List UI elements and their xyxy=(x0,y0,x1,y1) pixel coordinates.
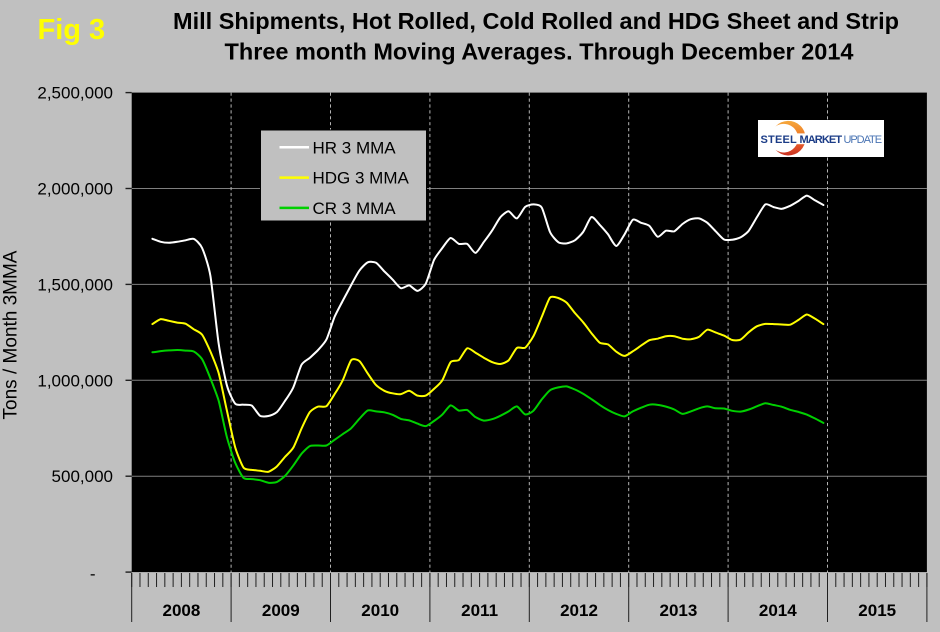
svg-text:Three month Moving Averages. T: Three month Moving Averages. Through Dec… xyxy=(225,39,854,65)
svg-text:2015: 2015 xyxy=(858,601,896,620)
svg-text:2013: 2013 xyxy=(659,601,697,620)
svg-text:2011: 2011 xyxy=(461,601,498,620)
svg-text:1,000,000: 1,000,000 xyxy=(37,371,113,390)
svg-text:500,000: 500,000 xyxy=(52,467,113,486)
svg-text:Fig 3: Fig 3 xyxy=(38,14,106,46)
svg-text:2014: 2014 xyxy=(759,601,797,620)
svg-text:Mill Shipments, Hot Rolled, Co: Mill Shipments, Hot Rolled, Cold Rolled … xyxy=(173,8,899,34)
svg-text:UPDATE: UPDATE xyxy=(844,134,882,146)
svg-text:Tons / Month 3MMA: Tons / Month 3MMA xyxy=(1,250,22,419)
svg-text:-: - xyxy=(90,565,96,584)
svg-text:HDG 3 MMA: HDG 3 MMA xyxy=(313,169,410,188)
svg-text:2008: 2008 xyxy=(162,601,200,620)
svg-text:2,000,000: 2,000,000 xyxy=(37,180,113,199)
svg-text:2010: 2010 xyxy=(361,601,399,620)
svg-text:CR 3 MMA: CR 3 MMA xyxy=(313,199,397,218)
svg-text:STEEL: STEEL xyxy=(761,134,798,146)
svg-text:HR 3 MMA: HR 3 MMA xyxy=(313,138,397,157)
svg-text:2009: 2009 xyxy=(262,601,300,620)
svg-text:MARKET: MARKET xyxy=(800,134,843,146)
svg-text:2,500,000: 2,500,000 xyxy=(37,84,113,103)
svg-text:2012: 2012 xyxy=(560,601,598,620)
svg-text:1,500,000: 1,500,000 xyxy=(37,275,113,294)
